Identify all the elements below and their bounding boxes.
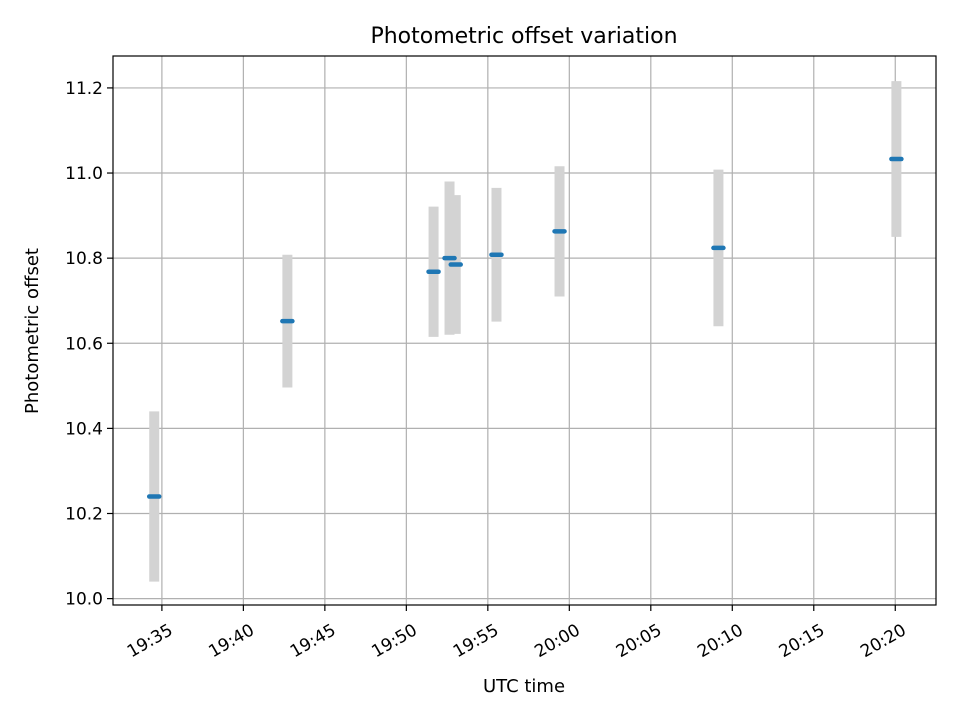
y-tick-label: 10.4 [65, 419, 103, 439]
y-tick-label: 11.0 [65, 164, 103, 184]
plot-frame [112, 55, 937, 606]
chart-title: Photometric offset variation [370, 24, 677, 49]
grid-layer [113, 56, 936, 605]
y-tick-label: 10.6 [65, 334, 103, 354]
y-tick-label: 10.0 [65, 590, 103, 610]
y-tick-label: 11.2 [65, 79, 103, 99]
x-axis-label: UTC time [483, 676, 565, 697]
y-tick-label: 10.8 [65, 249, 103, 269]
marker-layer [146, 156, 904, 499]
y-axis-label: Photometric offset [22, 248, 43, 414]
y-tick-label: 10.2 [65, 505, 103, 525]
